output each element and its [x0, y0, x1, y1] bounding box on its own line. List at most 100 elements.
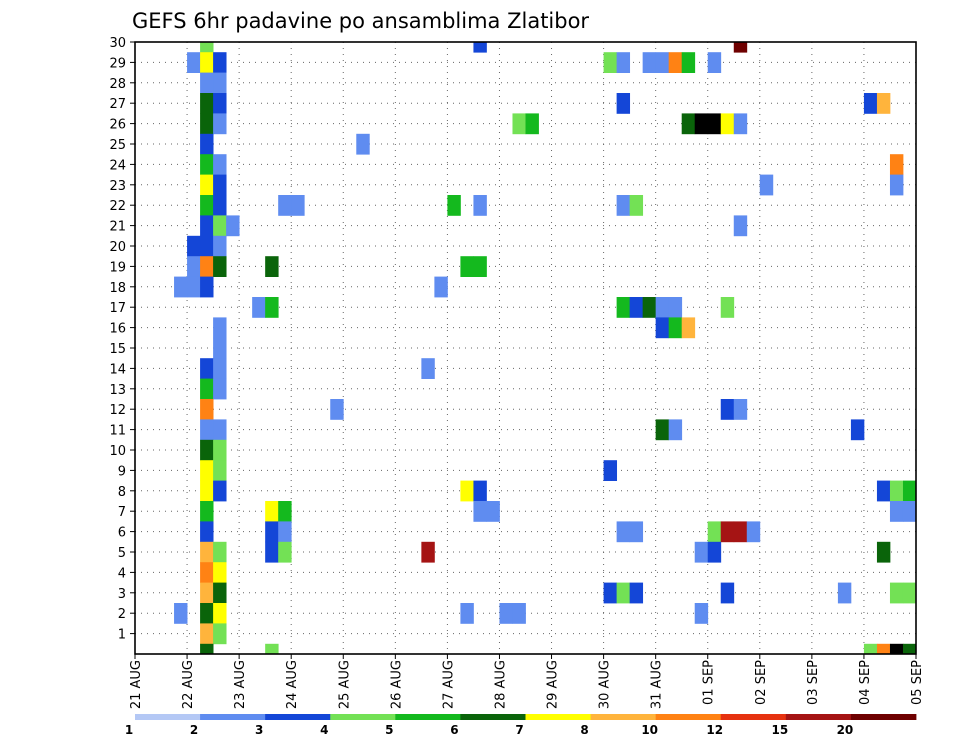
heatmap-cell [200, 460, 214, 481]
heatmap-cell [876, 643, 891, 655]
x-tick-label: 03 SEP [806, 660, 821, 705]
y-tick-label: 5 [118, 546, 126, 561]
y-tick-label: 26 [109, 118, 126, 133]
heatmap-cell [200, 399, 214, 420]
heatmap-cell [629, 195, 644, 216]
heatmap-cell [187, 276, 201, 298]
x-tick-label: 21 AUG [129, 660, 144, 709]
colorbar-swatch [200, 714, 266, 720]
heatmap-cell [902, 501, 917, 522]
heatmap-cell [226, 215, 240, 237]
colorbar-swatch [135, 714, 201, 720]
heatmap-cell [213, 235, 227, 257]
heatmap-cell [512, 603, 526, 624]
colorbar-swatch [330, 714, 396, 720]
heatmap-cell [200, 521, 214, 543]
y-tick-label: 14 [109, 362, 126, 377]
colorbar-label: 15 [771, 723, 788, 737]
heatmap-cell [616, 93, 631, 114]
heatmap-cell [213, 72, 227, 94]
heatmap-cell [655, 52, 670, 73]
y-tick-label: 30 [109, 36, 126, 51]
heatmap-cell [473, 256, 487, 277]
heatmap-cell [629, 582, 644, 604]
heatmap-cell [499, 603, 513, 624]
heatmap-cell [200, 93, 214, 114]
heatmap-cell [200, 72, 214, 94]
x-axis-ticks: 21 AUG 22 AUG 23 AUG 24 AUG 25 AUG 26 AUG 27 A… [129, 654, 925, 709]
y-tick-label: 9 [118, 464, 126, 479]
heatmap-cell [850, 419, 865, 441]
heatmap-cell [200, 643, 214, 655]
heatmap-cell [200, 501, 214, 522]
y-tick-label: 23 [109, 179, 126, 194]
heatmap-cell [421, 541, 435, 563]
heatmap-cell [473, 501, 487, 522]
heatmap-cell [213, 582, 227, 604]
y-tick-label: 27 [109, 97, 126, 112]
heatmap-cell [213, 358, 227, 379]
heatmap-cell [434, 276, 448, 298]
heatmap-cell [213, 562, 227, 583]
y-tick-label: 1 [118, 628, 126, 643]
heatmap-cell [603, 460, 618, 481]
heatmap-cell [213, 154, 227, 175]
heatmap-cell [187, 52, 201, 73]
heatmap-cell [200, 541, 214, 563]
x-tick-label: 05 SEP [910, 660, 925, 705]
heatmap-cell [668, 297, 683, 318]
colorbar-label: 20 [837, 723, 854, 737]
y-tick-label: 3 [118, 587, 126, 602]
x-tick-label: 24 AUG [285, 660, 300, 709]
heatmap-cell [473, 195, 487, 216]
heatmap-cell [174, 276, 188, 298]
heatmap-cell [681, 317, 696, 339]
heatmap-cell [889, 643, 904, 655]
colorbar-label: 12 [706, 723, 723, 737]
colorbar-label: 1 [125, 723, 133, 737]
heatmap-cell [616, 521, 631, 543]
colorbar: 1 2 3 4 5 6 7 8 10 12 15 20 [125, 714, 917, 737]
heatmap-cell [213, 541, 227, 563]
heatmap-cell [187, 235, 201, 257]
x-tick-label: 23 AUG [233, 660, 248, 709]
heatmap-cell [473, 42, 487, 53]
heatmap-cell [707, 52, 722, 73]
heatmap-cell [213, 603, 227, 624]
heatmap-cell [889, 174, 904, 196]
heatmap-cell [213, 52, 227, 73]
heatmap-cell [200, 235, 214, 257]
heatmap-cell [200, 439, 214, 461]
y-tick-label: 22 [109, 199, 126, 214]
heatmap-cell [265, 297, 279, 318]
heatmap-cell [200, 52, 214, 73]
heatmap-cell [265, 521, 279, 543]
heatmap-cell [863, 93, 878, 114]
y-tick-label: 13 [109, 383, 126, 398]
x-tick-label: 04 SEP [858, 660, 873, 705]
heatmap-cell [200, 215, 214, 237]
heatmap-cell [694, 113, 709, 135]
heatmap-cell [278, 195, 292, 216]
heatmap-cell [200, 276, 214, 298]
colorbar-swatch [850, 714, 917, 720]
heatmap-cell [252, 297, 266, 318]
x-tick-label: 29 AUG [546, 660, 561, 709]
heatmap-cell [720, 399, 735, 420]
heatmap-cell [512, 113, 526, 135]
x-tick-label: 31 AUG [650, 660, 665, 709]
y-tick-label: 21 [109, 220, 126, 235]
heatmap-cell [694, 603, 709, 624]
heatmap-cell [200, 195, 214, 216]
heatmap-cell [733, 113, 748, 135]
heatmap-cell [616, 297, 631, 318]
y-tick-label: 6 [118, 526, 126, 541]
heatmap-cell [694, 541, 709, 563]
heatmap-cell [200, 603, 214, 624]
x-tick-label: 28 AUG [493, 660, 508, 709]
heatmap-cell [278, 521, 292, 543]
colorbar-swatch [395, 714, 461, 720]
heatmap-cell [616, 582, 631, 604]
heatmap-cell [733, 399, 748, 420]
heatmap-cell [668, 419, 683, 441]
